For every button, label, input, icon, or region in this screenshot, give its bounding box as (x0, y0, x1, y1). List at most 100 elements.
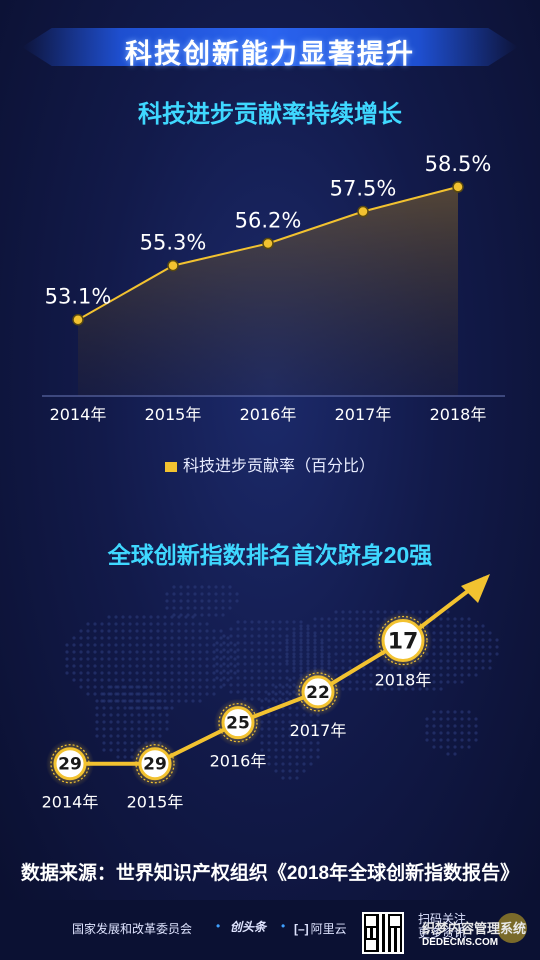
map-dot (114, 678, 118, 682)
map-dot (205, 622, 209, 626)
map-dot (93, 622, 97, 626)
map-dot (327, 617, 331, 621)
map-dot (274, 685, 278, 689)
map-dot (165, 720, 169, 724)
map-dot (341, 652, 345, 656)
map-dot (285, 690, 289, 694)
map-dot (309, 741, 313, 745)
map-dot (418, 666, 422, 670)
map-dot (100, 685, 104, 689)
map-dot (243, 690, 247, 694)
map-dot (467, 638, 471, 642)
map-dot (404, 680, 408, 684)
map-dot (453, 659, 457, 663)
map-dot (281, 727, 285, 731)
map-dot (236, 627, 240, 631)
map-dot (222, 641, 226, 645)
map-dot (453, 680, 457, 684)
map-dot (446, 752, 450, 756)
map-dot (292, 645, 296, 649)
map-dot (453, 652, 457, 656)
map-dot (149, 650, 153, 654)
map-dot (309, 762, 313, 766)
map-dot (212, 650, 216, 654)
map-dot (278, 620, 282, 624)
map-dot (446, 745, 450, 749)
map-dot (313, 645, 317, 649)
map-dot (233, 664, 237, 668)
map-dot (306, 648, 310, 652)
map-dot (121, 678, 125, 682)
map-dot (425, 687, 429, 691)
map-dot (142, 643, 146, 647)
map-dot (179, 585, 183, 589)
map-dot (439, 717, 443, 721)
legend-swatch (164, 461, 177, 472)
map-dot (281, 776, 285, 780)
map-dot (334, 666, 338, 670)
map-dot (411, 680, 415, 684)
map-dot (207, 613, 211, 617)
map-dot (264, 690, 268, 694)
map-dot (156, 615, 160, 619)
map-dot (219, 664, 223, 668)
map-dot (306, 652, 310, 656)
map-dot (79, 657, 83, 661)
map-dot (267, 720, 271, 724)
chart1-point (357, 205, 369, 218)
map-dot (376, 680, 380, 684)
map-dot (205, 692, 209, 696)
map-dot (121, 629, 125, 633)
footer-badge-icon (497, 913, 527, 943)
map-dot (205, 671, 209, 675)
map-dot (299, 631, 303, 635)
map-dot (191, 636, 195, 640)
map-dot (226, 671, 230, 675)
chart2-point-ring (378, 615, 428, 666)
map-dot (425, 673, 429, 677)
map-dot (172, 606, 176, 610)
map-dot (313, 617, 317, 621)
map-dot (313, 659, 317, 663)
chart1-value-label: 58.5% (425, 152, 492, 176)
map-dot (446, 738, 450, 742)
map-dot (348, 631, 352, 635)
map-dot (79, 664, 83, 668)
map-dot (260, 755, 264, 759)
map-dot (186, 606, 190, 610)
map-dot (306, 627, 310, 631)
map-dot (229, 690, 233, 694)
map-dot (179, 606, 183, 610)
map-dot (439, 659, 443, 663)
map-dot (137, 734, 141, 738)
map-dot (278, 669, 282, 673)
map-dot (144, 692, 148, 696)
map-dot (243, 676, 247, 680)
map-dot (226, 636, 230, 640)
map-dot (177, 685, 181, 689)
map-dot (95, 727, 99, 731)
map-dot (274, 699, 278, 703)
map-dot (474, 652, 478, 656)
map-dot (170, 650, 174, 654)
map-dot (198, 671, 202, 675)
map-dot (369, 652, 373, 656)
map-dot (281, 769, 285, 773)
map-dot (474, 638, 478, 642)
map-dot (144, 720, 148, 724)
map-dot (191, 650, 195, 654)
map-dot (177, 622, 181, 626)
map-dot (271, 662, 275, 666)
map-dot (267, 748, 271, 752)
map-dot (236, 690, 240, 694)
map-dot (179, 592, 183, 596)
watermark-line2: DEDECMS.COM (422, 937, 499, 948)
map-dot (278, 697, 282, 701)
chart2-year-label: 2016年 (210, 752, 267, 771)
map-dot (79, 629, 83, 633)
watermark: 织梦内容管理系统 DEDECMS.COM (422, 922, 526, 950)
map-dot (229, 648, 233, 652)
map-dot (292, 676, 296, 680)
map-dot (439, 666, 443, 670)
map-dot (93, 650, 97, 654)
